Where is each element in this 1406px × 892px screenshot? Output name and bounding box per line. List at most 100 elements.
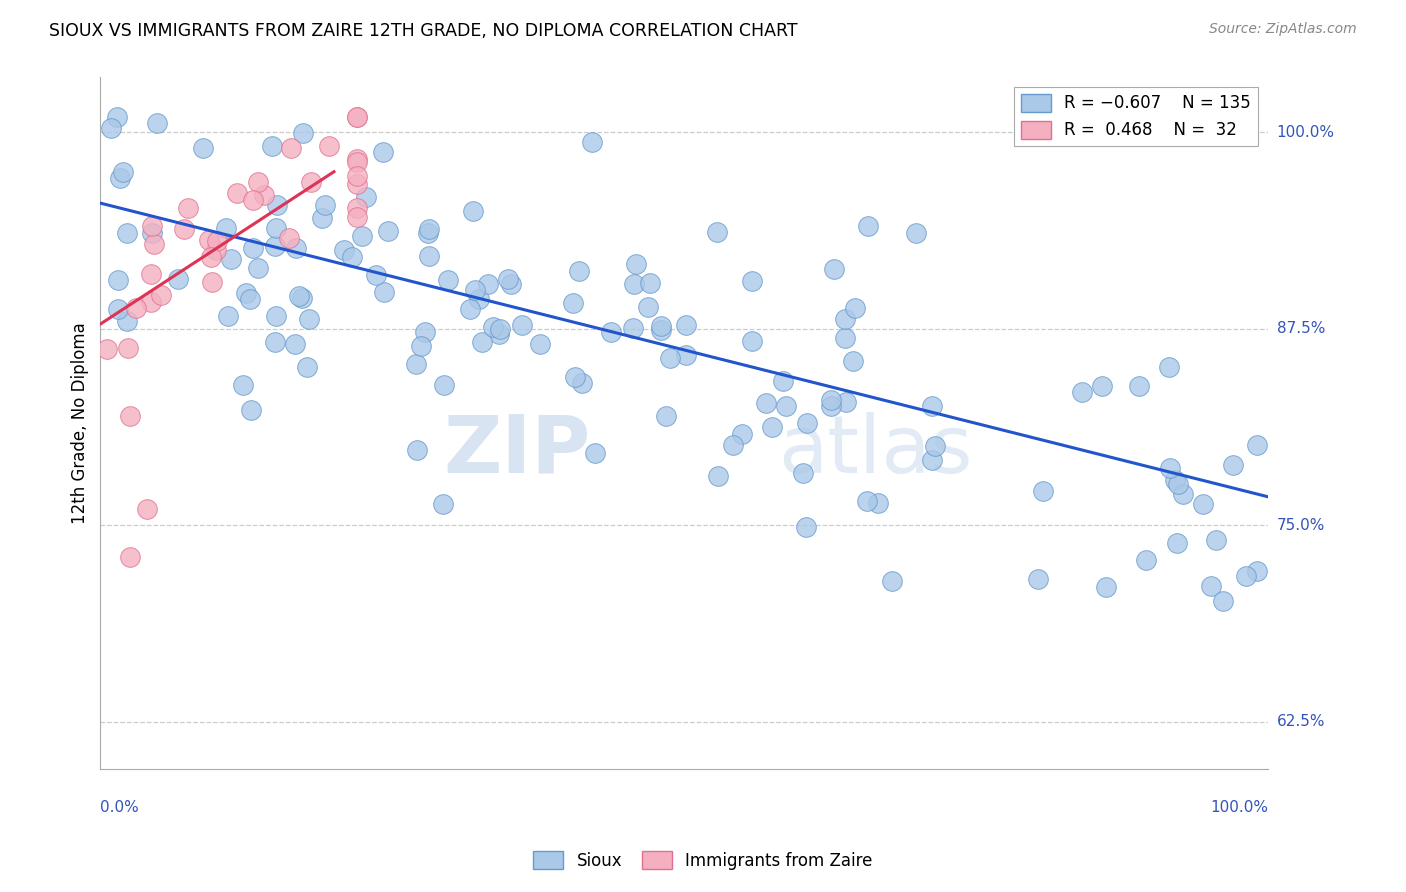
Point [600, 326, 623, 340]
Point [240, 403, 263, 417]
Point [105, 110, 128, 124]
Point [571, 376, 593, 390]
Point [346, 211, 368, 225]
Point [340, 250, 363, 264]
Point [298, 312, 321, 326]
Point [529, 337, 551, 351]
Point [221, 252, 243, 267]
Point [285, 240, 308, 254]
Point [235, 285, 257, 300]
Point [141, 226, 163, 240]
Point [111, 164, 134, 178]
Point [583, 446, 606, 460]
Point [107, 273, 129, 287]
Point [346, 177, 368, 191]
Text: 62.5%: 62.5% [1277, 714, 1326, 729]
Point [471, 334, 494, 349]
Point [477, 277, 499, 292]
Point [650, 323, 672, 337]
Point [264, 239, 287, 253]
Point [659, 351, 682, 366]
Point [842, 353, 865, 368]
Point [346, 201, 368, 215]
Point [299, 175, 322, 189]
Point [264, 309, 287, 323]
Point [623, 277, 645, 291]
Point [291, 291, 314, 305]
Point [253, 187, 276, 202]
Point [794, 520, 817, 534]
Point [650, 319, 672, 334]
Point [406, 443, 429, 458]
Point [655, 409, 678, 424]
Point [352, 229, 374, 244]
Point [1070, 384, 1092, 399]
Point [796, 417, 818, 431]
Point [581, 136, 603, 150]
Point [921, 399, 943, 413]
Point [1026, 572, 1049, 586]
Point [141, 295, 163, 310]
Point [1199, 579, 1222, 593]
Point [277, 230, 299, 244]
Point [461, 204, 484, 219]
Point [191, 141, 214, 155]
Point [418, 226, 440, 240]
Point [177, 201, 200, 215]
Point [107, 301, 129, 316]
Point [498, 272, 520, 286]
Text: atlas: atlas [778, 412, 972, 490]
Point [1246, 438, 1268, 452]
Point [242, 241, 264, 255]
Point [141, 219, 163, 233]
Point [856, 494, 879, 508]
Point [288, 289, 311, 303]
Point [1095, 581, 1118, 595]
Point [377, 224, 399, 238]
Point [1246, 564, 1268, 578]
Point [1128, 379, 1150, 393]
Point [823, 261, 845, 276]
Point [100, 120, 122, 135]
Point [217, 309, 239, 323]
Point [510, 318, 533, 332]
Point [731, 427, 754, 442]
Point [204, 243, 226, 257]
Point [118, 549, 141, 564]
Point [405, 357, 427, 371]
Point [142, 236, 165, 251]
Point [924, 438, 946, 452]
Point [921, 452, 943, 467]
Point [637, 301, 659, 315]
Point [149, 287, 172, 301]
Point [706, 226, 728, 240]
Point [844, 301, 866, 315]
Point [1135, 553, 1157, 567]
Point [1167, 476, 1189, 491]
Point [501, 277, 523, 291]
Point [242, 194, 264, 208]
Text: ZIP: ZIP [444, 412, 591, 490]
Point [868, 496, 890, 510]
Point [167, 272, 190, 286]
Point [640, 277, 662, 291]
Text: 100.0%: 100.0% [1211, 800, 1268, 814]
Point [624, 257, 647, 271]
Point [201, 275, 224, 289]
Point [120, 409, 142, 423]
Y-axis label: 12th Grade, No Diploma: 12th Grade, No Diploma [72, 322, 89, 524]
Point [200, 250, 222, 264]
Text: 100.0%: 100.0% [1277, 125, 1334, 140]
Text: Source: ZipAtlas.com: Source: ZipAtlas.com [1209, 22, 1357, 37]
Point [1205, 533, 1227, 547]
Point [146, 116, 169, 130]
Point [115, 313, 138, 327]
Text: 0.0%: 0.0% [100, 800, 139, 814]
Point [413, 325, 436, 339]
Point [775, 399, 797, 413]
Point [1212, 594, 1234, 608]
Point [311, 211, 333, 225]
Point [437, 273, 460, 287]
Point [707, 468, 730, 483]
Point [295, 359, 318, 374]
